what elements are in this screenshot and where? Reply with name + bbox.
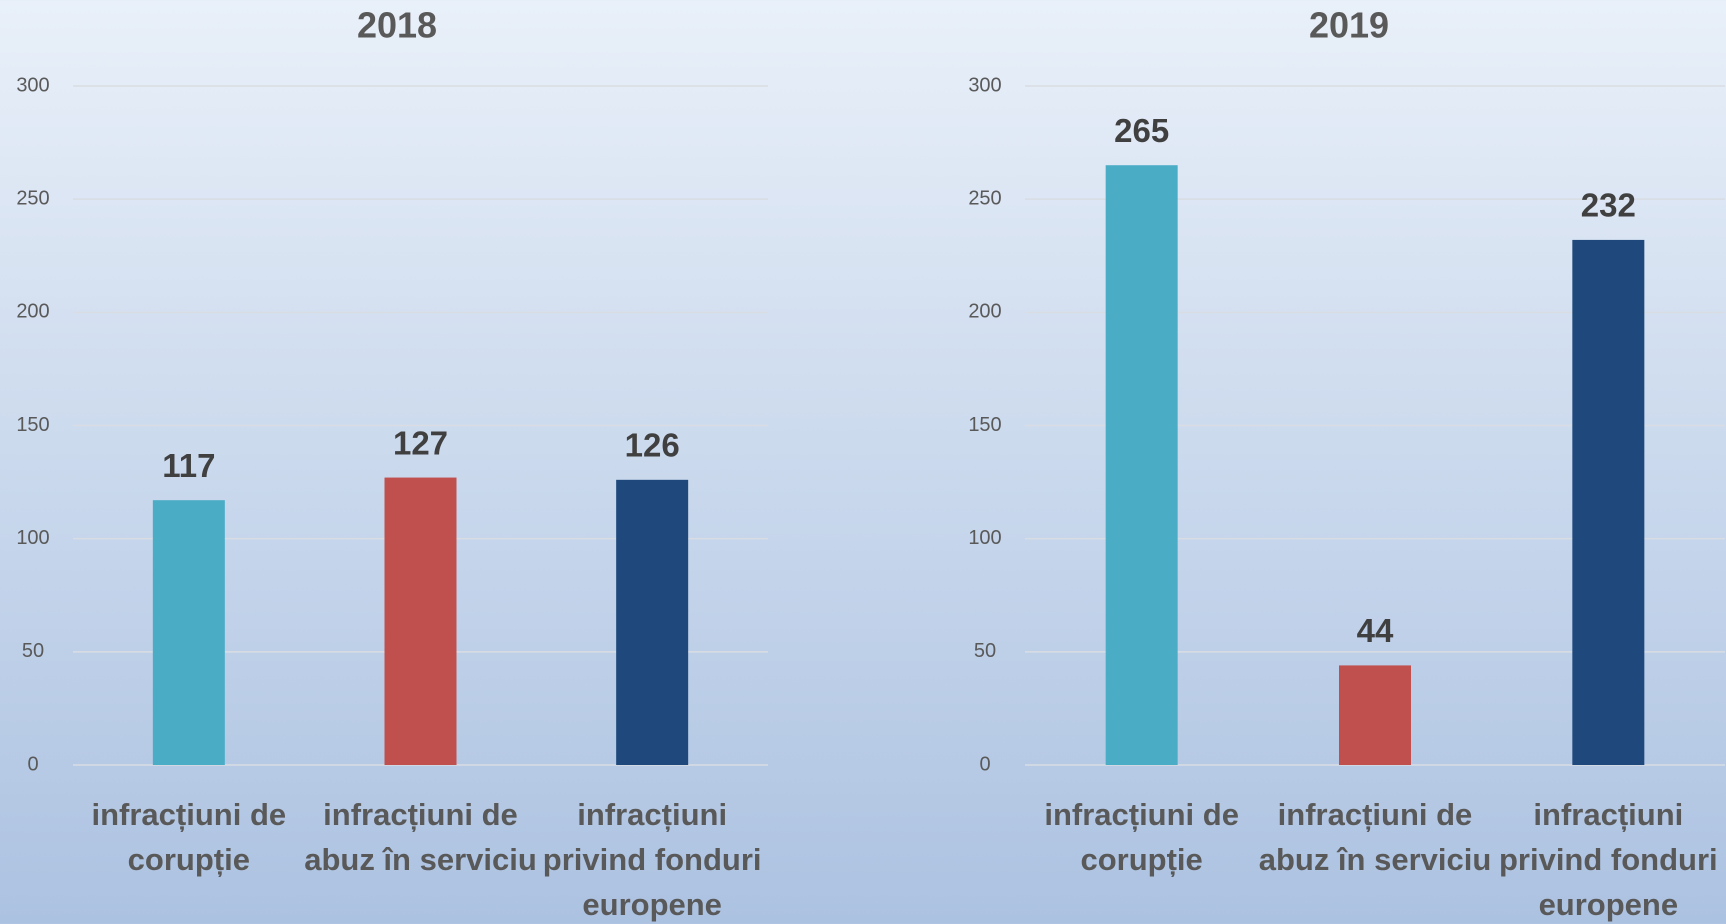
bar	[1339, 665, 1411, 765]
data-label: 117	[162, 447, 215, 484]
y-tick-label: 200	[968, 301, 1001, 323]
x-tick-label: infracțiuni privind fonduri europene	[1498, 797, 1718, 922]
x-tick-label: infracțiuni de abuz în serviciu	[304, 797, 537, 877]
y-tick-label: 300	[968, 74, 1001, 96]
data-label: 265	[1114, 112, 1169, 149]
data-label: 232	[1581, 187, 1636, 224]
bar	[384, 477, 457, 765]
bar	[1105, 165, 1178, 765]
x-tick-label: infracțiuni de corupție	[91, 797, 287, 877]
bar	[1572, 239, 1645, 765]
y-tick-label: 200	[16, 301, 49, 323]
y-tick-label: 150	[16, 414, 49, 436]
data-label: 126	[625, 427, 680, 464]
y-tick-label: 50	[974, 640, 996, 662]
x-tick-label: infracțiuni de corupție	[1044, 797, 1239, 877]
y-tick-label: 300	[16, 74, 49, 96]
chart-title: 2018	[357, 5, 437, 46]
x-tick-label: infracțiuni de abuz în serviciu	[1258, 797, 1492, 877]
bar	[616, 479, 689, 765]
data-label: 127	[393, 424, 448, 461]
y-tick-label: 250	[968, 187, 1001, 209]
x-tick-label: infracțiuni privind fonduri europene	[542, 797, 762, 922]
y-tick-label: 100	[968, 527, 1001, 549]
y-tick-label: 100	[16, 527, 49, 549]
y-tick-label: 0	[979, 753, 990, 775]
y-tick-label: 150	[968, 414, 1001, 436]
bar	[152, 500, 225, 765]
chart-title: 2019	[1309, 5, 1389, 46]
y-tick-label: 0	[27, 753, 38, 775]
data-label: 44	[1357, 612, 1394, 649]
y-tick-label: 250	[16, 187, 49, 209]
y-tick-label: 50	[22, 640, 44, 662]
